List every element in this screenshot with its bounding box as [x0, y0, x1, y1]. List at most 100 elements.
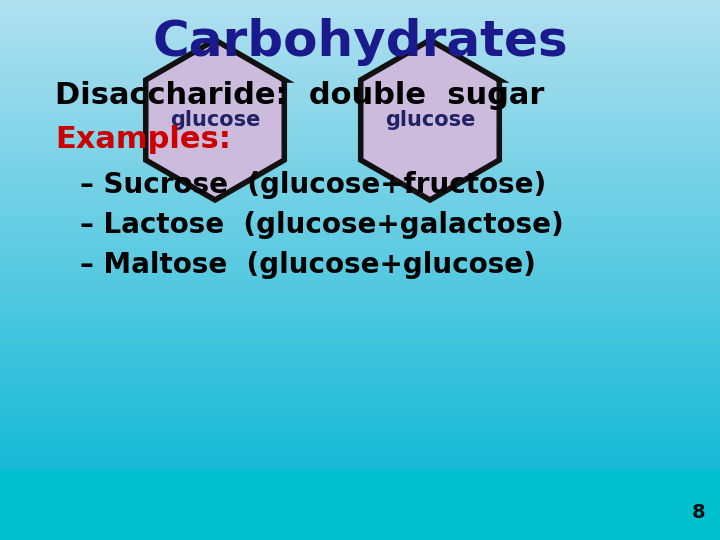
Bar	[0, 437, 720, 443]
Bar	[0, 286, 720, 292]
Bar	[0, 200, 720, 205]
Bar	[0, 400, 720, 405]
Bar	[0, 346, 720, 351]
Bar	[0, 211, 720, 216]
Bar	[0, 302, 720, 308]
Bar	[0, 265, 720, 270]
Bar	[0, 329, 720, 335]
Bar	[0, 432, 720, 437]
Bar	[0, 529, 720, 535]
Bar	[0, 335, 720, 340]
Text: Carbohydrates: Carbohydrates	[152, 18, 568, 66]
Bar	[0, 470, 720, 540]
Bar	[0, 513, 720, 518]
Bar	[0, 254, 720, 259]
Bar	[0, 448, 720, 454]
Text: – Lactose  (glucose+galactose): – Lactose (glucose+galactose)	[80, 211, 564, 239]
Bar	[0, 146, 720, 151]
Bar	[0, 475, 720, 481]
Bar	[0, 524, 720, 529]
Bar	[0, 216, 720, 221]
Bar	[0, 297, 720, 302]
Bar	[0, 124, 720, 130]
Text: – Sucrose  (glucose+fructose): – Sucrose (glucose+fructose)	[80, 171, 546, 199]
Bar	[0, 135, 720, 140]
Bar	[0, 86, 720, 92]
Bar	[0, 470, 720, 475]
Bar	[0, 5, 720, 11]
Bar	[0, 497, 720, 502]
Bar	[0, 308, 720, 313]
Text: 8: 8	[691, 503, 705, 522]
Bar	[0, 486, 720, 491]
Bar	[0, 221, 720, 227]
Bar	[0, 178, 720, 184]
Text: glucose: glucose	[384, 110, 475, 130]
Bar	[0, 416, 720, 421]
Bar	[0, 319, 720, 324]
Bar	[0, 16, 720, 22]
Polygon shape	[145, 40, 284, 200]
Bar	[0, 97, 720, 103]
Bar	[0, 502, 720, 508]
Bar	[0, 232, 720, 238]
Bar	[0, 454, 720, 459]
Bar	[0, 313, 720, 319]
Bar	[0, 92, 720, 97]
Bar	[0, 27, 720, 32]
Text: Disaccharide:  double  sugar: Disaccharide: double sugar	[55, 80, 544, 110]
Bar	[0, 464, 720, 470]
Bar	[0, 340, 720, 346]
Bar	[0, 383, 720, 389]
Bar	[0, 351, 720, 356]
Bar	[0, 65, 720, 70]
Bar	[0, 270, 720, 275]
Bar	[0, 103, 720, 108]
Bar	[0, 481, 720, 486]
Bar	[0, 421, 720, 427]
Bar	[0, 508, 720, 513]
Bar	[0, 405, 720, 410]
Bar	[0, 43, 720, 49]
Bar	[0, 108, 720, 113]
Bar	[0, 275, 720, 281]
Bar	[0, 281, 720, 286]
Bar	[0, 113, 720, 119]
Bar	[0, 227, 720, 232]
Bar	[0, 248, 720, 254]
Bar	[0, 292, 720, 297]
Bar	[0, 173, 720, 178]
Bar	[0, 238, 720, 243]
Bar	[0, 356, 720, 362]
Bar	[0, 443, 720, 448]
Bar	[0, 167, 720, 173]
Bar	[0, 119, 720, 124]
Bar	[0, 389, 720, 394]
Bar	[0, 157, 720, 162]
Bar	[0, 324, 720, 329]
Bar	[0, 49, 720, 54]
Bar	[0, 410, 720, 416]
Bar	[0, 491, 720, 497]
Bar	[0, 518, 720, 524]
Bar	[0, 394, 720, 400]
Bar	[0, 22, 720, 27]
Bar	[0, 162, 720, 167]
Polygon shape	[361, 40, 499, 200]
Bar	[0, 81, 720, 86]
Bar	[0, 54, 720, 59]
Bar	[0, 11, 720, 16]
Bar	[0, 205, 720, 211]
Bar	[0, 535, 720, 540]
Bar	[0, 378, 720, 383]
Bar	[0, 0, 720, 5]
Bar	[0, 59, 720, 65]
Bar	[0, 373, 720, 378]
Bar	[0, 151, 720, 157]
Bar	[0, 38, 720, 43]
Text: Examples:: Examples:	[55, 125, 231, 154]
Bar	[0, 367, 720, 373]
Bar	[0, 32, 720, 38]
Bar	[0, 76, 720, 81]
Bar	[0, 362, 720, 367]
